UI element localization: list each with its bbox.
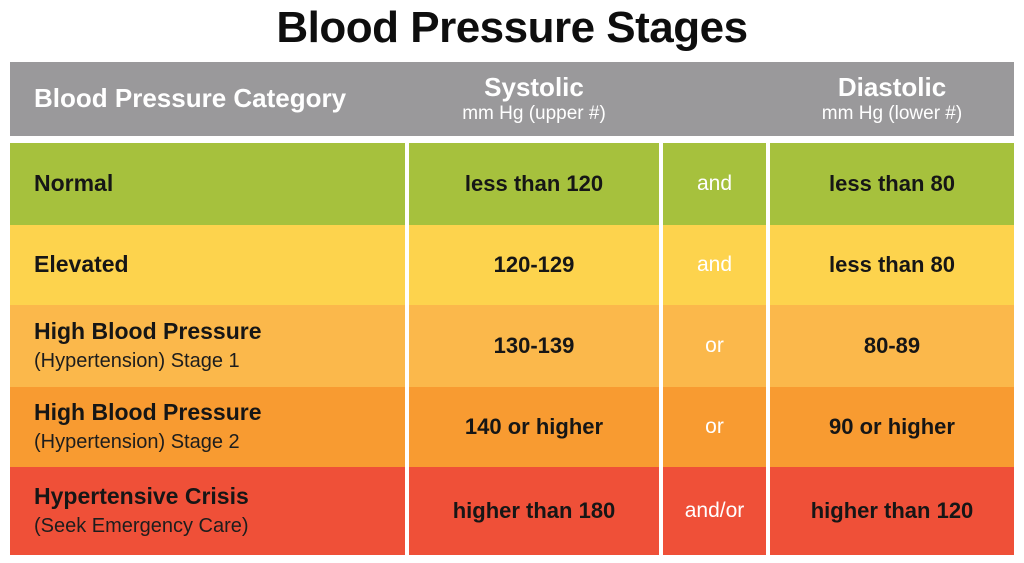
systolic-value: higher than 180	[452, 498, 616, 523]
systolic-cell: higher than 180	[409, 467, 659, 555]
diastolic-cell: 80-89	[770, 305, 1014, 387]
table-header-row: Blood Pressure Category Systolic mm Hg (…	[10, 62, 1014, 136]
category-label: Elevated	[34, 251, 129, 278]
category-cell: Hypertensive Crisis (Seek Emergency Care…	[10, 467, 405, 555]
diastolic-value: less than 80	[829, 252, 955, 277]
connector-cell: and	[663, 143, 766, 225]
systolic-value: less than 120	[464, 171, 604, 196]
connector-cell: and/or	[663, 467, 766, 555]
header-systolic-sublabel: mm Hg (upper #)	[462, 102, 606, 124]
header-body-divider	[10, 136, 1014, 143]
page-title: Blood Pressure Stages	[276, 3, 748, 52]
header-diastolic-sublabel: mm Hg (lower #)	[821, 102, 963, 124]
header-diastolic-label: Diastolic	[837, 71, 947, 102]
header-category-cell: Blood Pressure Category	[10, 62, 405, 136]
category-sublabel: (Hypertension) Stage 2	[34, 431, 240, 454]
connector-cell: and	[663, 225, 766, 305]
systolic-cell: 140 or higher	[409, 387, 659, 467]
category-label: Normal	[34, 170, 114, 197]
category-sublabel: (Seek Emergency Care)	[34, 515, 249, 538]
systolic-value: 130-139	[493, 333, 575, 358]
systolic-cell: 120-129	[409, 225, 659, 305]
category-cell: Normal	[10, 143, 405, 225]
diastolic-value: less than 80	[829, 171, 955, 196]
table-row-normal: Normal less than 120 and less than 80	[10, 143, 1014, 225]
header-diastolic-cell: Diastolic mm Hg (lower #)	[770, 62, 1014, 136]
connector-word: or	[705, 415, 724, 438]
connector-cell: or	[663, 387, 766, 467]
diastolic-cell: 90 or higher	[770, 387, 1014, 467]
systolic-cell: less than 120	[409, 143, 659, 225]
category-label: High Blood Pressure	[34, 317, 262, 344]
table-row-hypertension-stage-2: High Blood Pressure (Hypertension) Stage…	[10, 387, 1014, 467]
connector-word: or	[705, 334, 724, 357]
connector-word: and	[696, 172, 733, 195]
connector-cell: or	[663, 305, 766, 387]
table-row-hypertension-stage-1: High Blood Pressure (Hypertension) Stage…	[10, 305, 1014, 387]
table-row-elevated: Elevated 120-129 and less than 80	[10, 225, 1014, 305]
diastolic-cell: higher than 120	[770, 467, 1014, 555]
diastolic-cell: less than 80	[770, 143, 1014, 225]
category-cell: High Blood Pressure (Hypertension) Stage…	[10, 305, 405, 387]
connector-word: and/or	[684, 499, 745, 522]
diastolic-value: higher than 120	[810, 498, 974, 523]
category-label: Hypertensive Crisis	[34, 482, 249, 509]
category-cell: Elevated	[10, 225, 405, 305]
header-systolic-cell: Systolic mm Hg (upper #)	[409, 62, 659, 136]
category-label: High Blood Pressure	[34, 398, 262, 425]
header-connector-cell	[663, 62, 766, 136]
diastolic-cell: less than 80	[770, 225, 1014, 305]
diastolic-value: 90 or higher	[829, 414, 955, 439]
blood-pressure-table: Blood Pressure Category Systolic mm Hg (…	[10, 62, 1014, 555]
connector-word: and	[696, 253, 733, 276]
header-category-label: Blood Pressure Category	[34, 83, 347, 114]
systolic-value: 140 or higher	[464, 414, 604, 439]
header-systolic-label: Systolic	[484, 71, 584, 102]
table-row-hypertensive-crisis: Hypertensive Crisis (Seek Emergency Care…	[10, 467, 1014, 555]
systolic-value: 120-129	[493, 252, 575, 277]
systolic-cell: 130-139	[409, 305, 659, 387]
category-cell: High Blood Pressure (Hypertension) Stage…	[10, 387, 405, 467]
category-sublabel: (Hypertension) Stage 1	[34, 350, 240, 373]
diastolic-value: 80-89	[863, 333, 921, 358]
